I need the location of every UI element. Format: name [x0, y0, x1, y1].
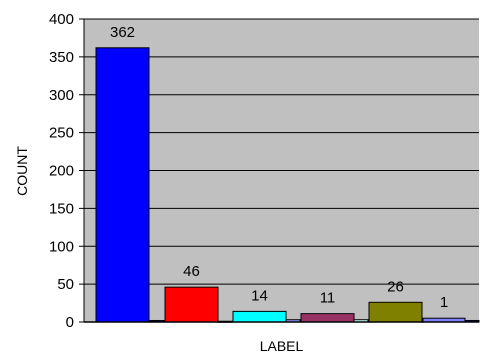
bar-value-label: 362 [110, 24, 135, 41]
bar-value-label: 26 [387, 278, 404, 295]
y-tick-label: 150 [49, 200, 74, 217]
y-tick-label: 300 [49, 87, 74, 104]
y-axis: 0 50 100 150 200 250 300 350 400 [49, 11, 479, 331]
y-axis-title: COUNT [14, 146, 30, 196]
bar-value-label: 46 [183, 263, 200, 280]
x-axis-title: LABEL [260, 338, 304, 354]
bar [368, 301, 423, 323]
gridlines [84, 18, 479, 285]
bar [232, 310, 287, 323]
y-tick-label: 50 [57, 276, 74, 293]
y-tick-label: 100 [49, 238, 74, 255]
data-labels: 362 46 14 11 26 1 [110, 24, 448, 311]
y-tick-label: 400 [49, 11, 74, 28]
y-tick-label: 250 [49, 125, 74, 142]
bar [95, 47, 150, 323]
bar [164, 286, 219, 323]
bars [95, 47, 480, 323]
y-tick-label: 200 [49, 163, 74, 180]
bar-value-label: 11 [320, 290, 336, 307]
bar-value-label: 14 [251, 287, 268, 304]
y-tick-label: 0 [66, 314, 74, 331]
y-tick-label: 350 [49, 49, 74, 66]
bar-value-label: 1 [440, 294, 448, 311]
bar [300, 313, 355, 323]
